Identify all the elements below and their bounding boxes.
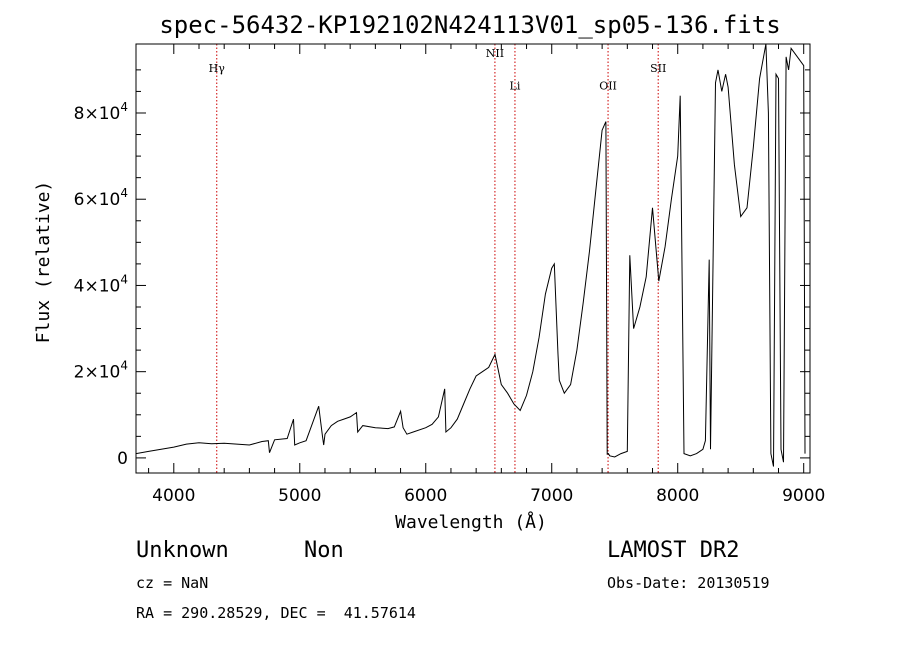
- spectral-line-label-0: Hγ: [209, 62, 226, 75]
- x-tick-label-1: 5000: [278, 486, 321, 506]
- x-tick-label-5: 9000: [782, 486, 825, 506]
- plot-frame: [135, 43, 811, 474]
- y-tick-label-2: 4×104: [74, 272, 128, 296]
- y-tick-mantissa: 2×10: [74, 363, 121, 383]
- y-tick-label-4: 8×104: [74, 100, 128, 124]
- ra-dec: RA = 290.28529, DEC = 41.57614: [136, 604, 416, 622]
- x-axis-label: Wavelength (Å): [395, 511, 547, 533]
- y-tick-label-0: 0: [117, 449, 128, 469]
- y-tick-exponent: 4: [120, 100, 128, 114]
- redshift-cz: cz = NaN: [136, 574, 209, 592]
- spectral-line-label-4: SII: [650, 62, 666, 75]
- x-tick-label-4: 8000: [656, 486, 699, 506]
- spectral-line-label-3: OII: [599, 79, 617, 92]
- spectrum-series: [136, 44, 806, 467]
- y-tick-mantissa: 8×10: [74, 104, 121, 124]
- y-tick-mantissa: 0: [117, 449, 128, 469]
- y-axis-label: Flux (relative): [33, 181, 54, 344]
- object-subclass: Non: [304, 538, 344, 563]
- y-tick-label-3: 6×104: [74, 186, 128, 210]
- plot-axes: 4000 5000 6000 7000 8000 900002×1044×1046×104…: [74, 43, 825, 506]
- spectral-line-label-1: NII: [486, 47, 504, 60]
- survey-name: LAMOST DR2: [607, 538, 740, 563]
- y-tick-mantissa: 4×10: [74, 276, 121, 296]
- x-tick-label-2: 6000: [404, 486, 447, 506]
- spectrum-line-0: [136, 44, 806, 467]
- x-tick-label-0: 4000: [152, 486, 195, 506]
- chart-title: spec-56432-KP192102N424113V01_sp05-136.f…: [159, 11, 780, 39]
- object-class: Unknown: [136, 538, 229, 563]
- y-tick-exponent: 4: [120, 272, 128, 286]
- x-tick-label-3: 7000: [530, 486, 573, 506]
- y-tick-mantissa: 6×10: [74, 190, 121, 210]
- spectral-line-label-2: Li: [510, 79, 521, 92]
- y-tick-exponent: 4: [120, 359, 128, 373]
- spectral-line-markers: Hγ NII Li OII SII: [209, 44, 666, 473]
- obs-date: Obs-Date: 20130519: [607, 574, 770, 592]
- y-tick-label-1: 2×104: [74, 359, 128, 383]
- y-tick-exponent: 4: [120, 186, 128, 200]
